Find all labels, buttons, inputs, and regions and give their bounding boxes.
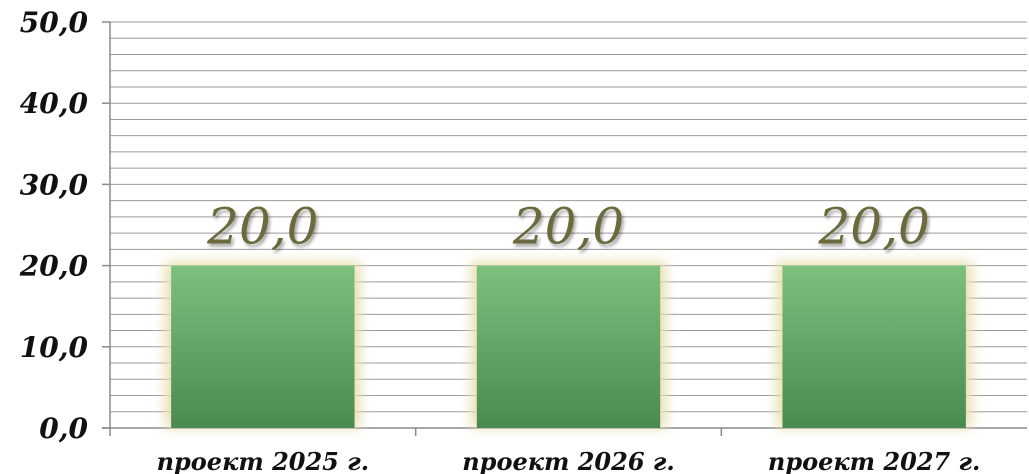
labels: 0,0 10,0 20,0 30,0 40,0 50,0 20,0 проект 2025 г… (19, 6, 981, 474)
x-category-label: проект 2026 г. (462, 447, 675, 474)
y-tick-label: 40,0 (20, 87, 89, 120)
y-tick-label: 0,0 (39, 412, 88, 445)
x-category-label: проект 2025 г. (157, 447, 370, 474)
y-tick-label: 20,0 (19, 250, 89, 283)
y-tick-label: 10,0 (20, 331, 89, 364)
data-label: 20,0 (818, 198, 930, 256)
bar (782, 265, 966, 428)
y-tick-label: 50,0 (20, 6, 89, 39)
bar (171, 265, 355, 428)
y-tick-label: 30,0 (20, 168, 89, 201)
bars (165, 261, 972, 428)
data-label: 20,0 (206, 198, 318, 256)
x-category-label: проект 2027 г. (768, 447, 981, 474)
data-label: 20,0 (512, 198, 624, 256)
bar (476, 265, 661, 428)
